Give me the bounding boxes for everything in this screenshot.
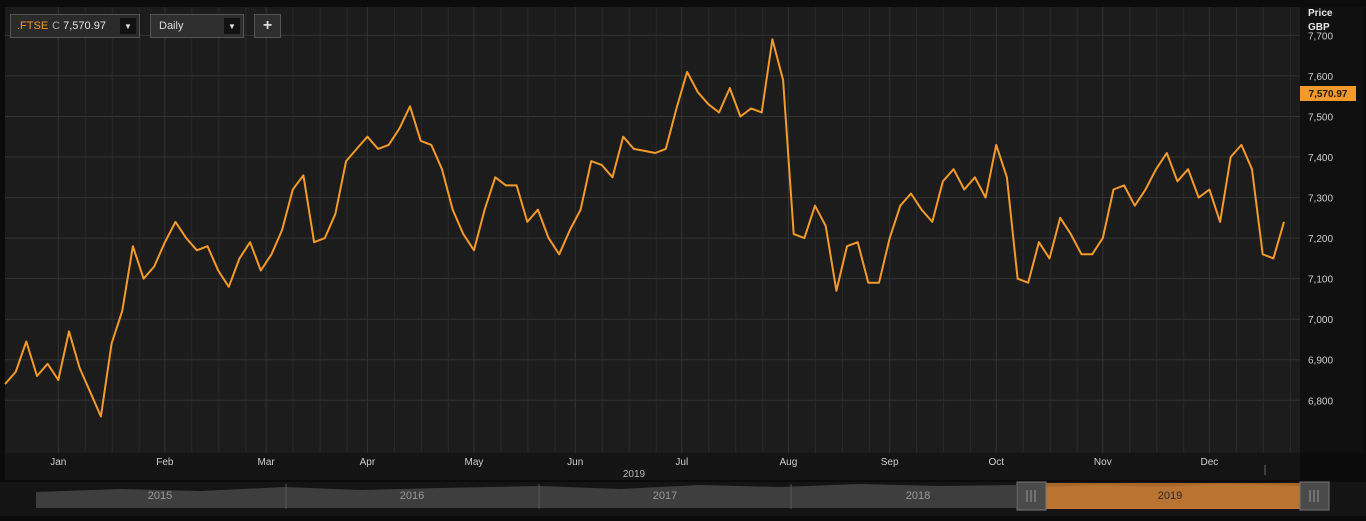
navigator-history-area	[36, 484, 1016, 508]
y-tick-labels: 6,800 6,900 7,000 7,100 7,200 7,300 7,400 7,500…	[1308, 31, 1333, 407]
x-tick-label: Sep	[881, 457, 899, 468]
navigator-selection-area	[1046, 484, 1300, 509]
plus-icon: +	[262, 17, 273, 34]
last-price-tag-background	[1300, 86, 1356, 101]
x-tick-label: Apr	[360, 457, 376, 468]
navigator-left-handle[interactable]	[1016, 481, 1047, 511]
y-tick-label: 6,800	[1308, 396, 1333, 407]
x-tick-label: May	[465, 457, 484, 468]
currency-axis-title: GBP	[1308, 22, 1330, 33]
y-tick-label: 7,000	[1308, 315, 1333, 326]
x-tick-label: Jun	[567, 457, 583, 468]
x-tick-label: Feb	[156, 457, 174, 468]
y-tick-label: 7,600	[1308, 72, 1333, 83]
add-button[interactable]: +	[254, 14, 281, 38]
x-tick-label: Nov	[1094, 457, 1112, 468]
symbol-label: .FTSE	[17, 20, 49, 32]
x-tick-label: Oct	[988, 457, 1004, 468]
x-tick-label: Aug	[779, 457, 797, 468]
navigator-selected-year-label: 2019	[1158, 490, 1182, 502]
caret-down-icon[interactable]: ▼	[120, 18, 136, 34]
navigator-year-label: 2018	[906, 490, 930, 502]
y-tick-label: 6,900	[1308, 356, 1333, 367]
interval-selector[interactable]: Daily ▼	[150, 14, 244, 38]
y-tick-label: 7,700	[1308, 31, 1333, 42]
price-axis-title: Price	[1308, 8, 1333, 19]
series-line	[4, 38, 1285, 418]
navigator-year-label: 2017	[653, 490, 677, 502]
y-tick-label: 7,300	[1308, 194, 1333, 205]
x-tick-labels: Jan Feb Mar Apr May Jun Jul Aug Sep Oct Nov Dec	[50, 457, 1218, 468]
navigator-right-handle[interactable]	[1299, 481, 1330, 511]
last-value-label: 7,570.97	[63, 20, 106, 32]
x-tick-label: Mar	[258, 457, 276, 468]
y-tick-label: 7,100	[1308, 275, 1333, 286]
x-tick-label: Jan	[50, 457, 66, 468]
x-tick-label: Jul	[675, 457, 688, 468]
interval-label: Daily	[159, 20, 184, 32]
year-label: 2019	[623, 469, 646, 480]
x-tick-label: Dec	[1201, 457, 1219, 468]
navigator-year-label: 2016	[400, 490, 424, 502]
last-price-tag-label: 7,570.97	[1309, 89, 1348, 100]
quote-type-label: C	[52, 20, 61, 32]
last-price-tag: 7,570.97	[1300, 86, 1356, 101]
series-layer	[4, 38, 1285, 418]
x-axis-panel	[5, 453, 1300, 480]
navigator-year-label: 2015	[148, 490, 172, 502]
y-axis-panel	[1300, 7, 1364, 453]
range-navigator[interactable]: 2015 2016 2017 2018 2019	[0, 481, 1366, 516]
symbol-selector[interactable]: .FTSE C 7,570.97 ▼	[10, 14, 140, 38]
y-tick-label: 7,400	[1308, 153, 1333, 164]
y-tick-label: 7,200	[1308, 234, 1333, 245]
plot-area	[5, 7, 1300, 453]
y-tick-label: 7,500	[1308, 112, 1333, 123]
caret-down-icon[interactable]: ▼	[224, 18, 240, 34]
